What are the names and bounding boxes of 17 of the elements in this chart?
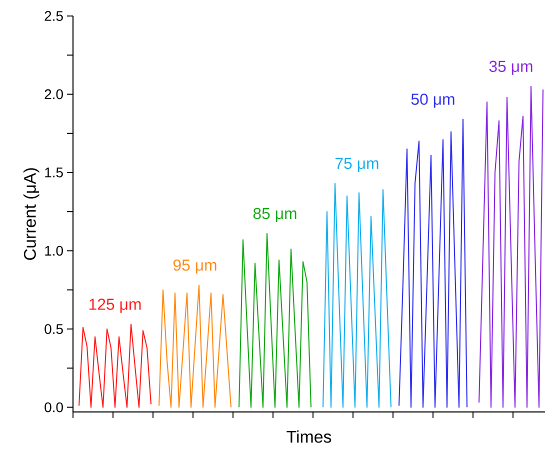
series-label: 95 μm <box>173 260 216 274</box>
y-axis-title: Current (μA) <box>23 168 40 260</box>
line-series <box>322 182 392 408</box>
series-label: 125 μm <box>89 298 141 313</box>
series-label: 50 μm <box>411 94 454 108</box>
series-label: 35 μm <box>489 60 532 75</box>
y-tick-label: 2.5 <box>44 11 63 21</box>
line-series <box>78 324 152 408</box>
y-tick-label: 0.0 <box>44 402 63 412</box>
line-series <box>398 118 468 408</box>
y-tick-label: 0.5 <box>44 324 63 334</box>
y-tick-label: 1.5 <box>45 168 63 178</box>
y-tick-label: 1.0 <box>45 246 63 256</box>
series-label: 85 μm <box>253 208 296 222</box>
series-label: 75 μm <box>336 158 378 172</box>
y-tick-label: 2.0 <box>44 89 63 100</box>
x-axis-title: Times <box>286 430 332 443</box>
